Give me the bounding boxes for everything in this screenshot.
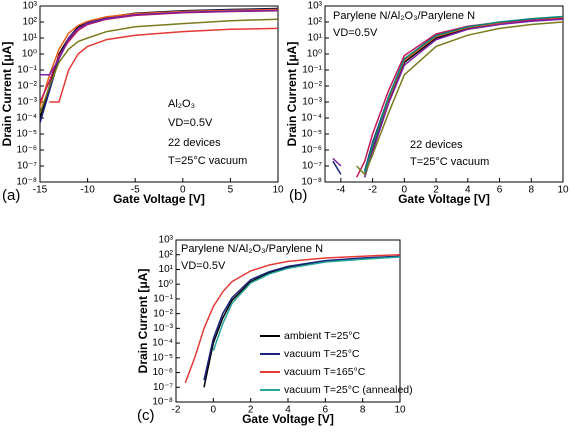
- x-tick-label: 4: [465, 185, 471, 196]
- y-tick-label: 10⁻⁶: [301, 145, 322, 156]
- y-tick-label: 10¹: [23, 33, 38, 44]
- y-tick-label: 10⁻⁴: [152, 338, 173, 349]
- annotation: Parylene N/Al₂O₃/Parylene N: [181, 243, 323, 255]
- y-tick-label: 10⁻⁷: [153, 382, 173, 393]
- data-line: [212, 256, 400, 352]
- y-axis-label: Drain Current [μA]: [285, 42, 299, 147]
- annotation: VD=0.5V: [333, 27, 378, 39]
- data-line: [184, 253, 400, 384]
- y-tick-label: 10⁻⁵: [301, 129, 322, 140]
- y-tick-label: 10⁻¹: [17, 65, 37, 76]
- x-tick-label: 5: [228, 185, 234, 196]
- y-tick-label: 10⁻⁵: [16, 129, 37, 140]
- y-tick-label: 10¹: [159, 264, 174, 275]
- legend-label: vacuum T=25°C: [284, 348, 360, 360]
- data-line: [363, 15, 563, 173]
- x-tick-label: 4: [285, 405, 291, 416]
- y-tick-label: 10⁻⁸: [16, 177, 37, 188]
- x-tick-label: 10: [394, 405, 406, 416]
- y-tick-label: 10⁻⁸: [152, 397, 173, 408]
- x-axis-label: Gate Voltage [V]: [398, 192, 490, 206]
- y-tick-label: 10⁰: [22, 49, 37, 60]
- y-tick-label: 10⁻¹: [302, 65, 322, 76]
- y-tick-label: 10⁻³: [302, 97, 322, 108]
- x-tick-label: 6: [497, 185, 503, 196]
- x-tick-label: 0: [180, 185, 186, 196]
- panel-label: (c): [137, 407, 155, 424]
- y-tick-label: 10⁻²: [302, 81, 322, 92]
- y-tick-label: 10³: [308, 1, 323, 12]
- y-tick-label: 10⁻⁷: [17, 161, 37, 172]
- x-tick-label: 6: [323, 405, 329, 416]
- data-line: [49, 27, 278, 103]
- legend-label: vacuum T=165°C: [284, 366, 366, 378]
- y-tick-label: 10⁻⁶: [152, 367, 173, 378]
- y-tick-label: 10⁻³: [153, 323, 173, 334]
- data-line: [363, 17, 563, 175]
- y-tick-label: 10⁻⁸: [301, 177, 322, 188]
- panel-label: (b): [289, 187, 307, 204]
- y-tick-label: 10⁻²: [17, 81, 37, 92]
- y-tick-label: 10⁻⁶: [16, 145, 37, 156]
- data-line: [40, 8, 278, 124]
- annotation: 22 devices: [168, 137, 221, 149]
- panel-label: (a): [2, 187, 20, 204]
- legend-label: vacuum T=25°C (annealed): [284, 384, 413, 396]
- annotation: Al₂O₃: [168, 98, 195, 110]
- x-tick-label: 8: [360, 405, 366, 416]
- annotation: T=25°C vacuum: [410, 156, 489, 168]
- data-line: [332, 18, 563, 178]
- plot-frame: [324, 5, 564, 183]
- data-line: [356, 21, 563, 176]
- x-tick-label: -2: [368, 185, 377, 196]
- data-line: [356, 17, 563, 178]
- plot-frame: [39, 5, 279, 183]
- x-tick-label: 0: [211, 405, 217, 416]
- x-axis-label: Gate Voltage [V]: [242, 412, 334, 426]
- x-tick-label: 2: [433, 185, 439, 196]
- y-tick-label: 10⁻⁵: [152, 352, 173, 363]
- y-tick-label: 10²: [159, 249, 174, 260]
- y-tick-label: 10⁻⁷: [302, 161, 322, 172]
- x-axis-label: Gate Voltage [V]: [113, 192, 205, 206]
- y-tick-label: 10⁻¹: [153, 294, 173, 305]
- annotation: VD=0.5V: [181, 260, 226, 272]
- data-line: [203, 255, 400, 381]
- y-tick-label: 10²: [23, 17, 38, 28]
- x-tick-label: 10: [272, 185, 284, 196]
- annotation: T=25°C vacuum: [168, 155, 247, 167]
- data-line: [40, 18, 278, 114]
- y-tick-label: 10⁰: [307, 49, 322, 60]
- x-tick-label: -15: [33, 185, 48, 196]
- y-tick-label: 10⁻³: [17, 97, 37, 108]
- x-tick-label: -4: [336, 185, 345, 196]
- x-tick-label: 8: [528, 185, 534, 196]
- data-line: [40, 9, 278, 76]
- y-axis-label: Drain Current [μA]: [0, 42, 14, 147]
- y-axis-label: Drain Current [μA]: [136, 269, 150, 374]
- y-tick-label: 10³: [23, 1, 38, 12]
- y-tick-label: 10⁻⁴: [16, 113, 37, 124]
- annotation: 22 devices: [410, 139, 463, 151]
- x-tick-label: 10: [557, 185, 569, 196]
- y-tick-label: 10¹: [308, 33, 323, 44]
- annotation: Parylene N/Al₂O₃/Parylene N: [333, 10, 475, 22]
- x-tick-label: -10: [80, 185, 95, 196]
- x-tick-label: -2: [172, 405, 181, 416]
- y-tick-label: 10²: [308, 17, 323, 28]
- annotation: VD=0.5V: [168, 117, 213, 129]
- x-tick-label: -5: [131, 185, 140, 196]
- y-tick-label: 10⁰: [158, 279, 173, 290]
- legend-label: ambient T=25°C: [284, 330, 361, 342]
- data-line: [40, 8, 278, 108]
- x-tick-label: 2: [248, 405, 254, 416]
- y-tick-label: 10³: [159, 235, 174, 246]
- y-tick-label: 10⁻²: [153, 308, 173, 319]
- y-tick-label: 10⁻⁴: [301, 113, 322, 124]
- x-tick-label: 0: [402, 185, 408, 196]
